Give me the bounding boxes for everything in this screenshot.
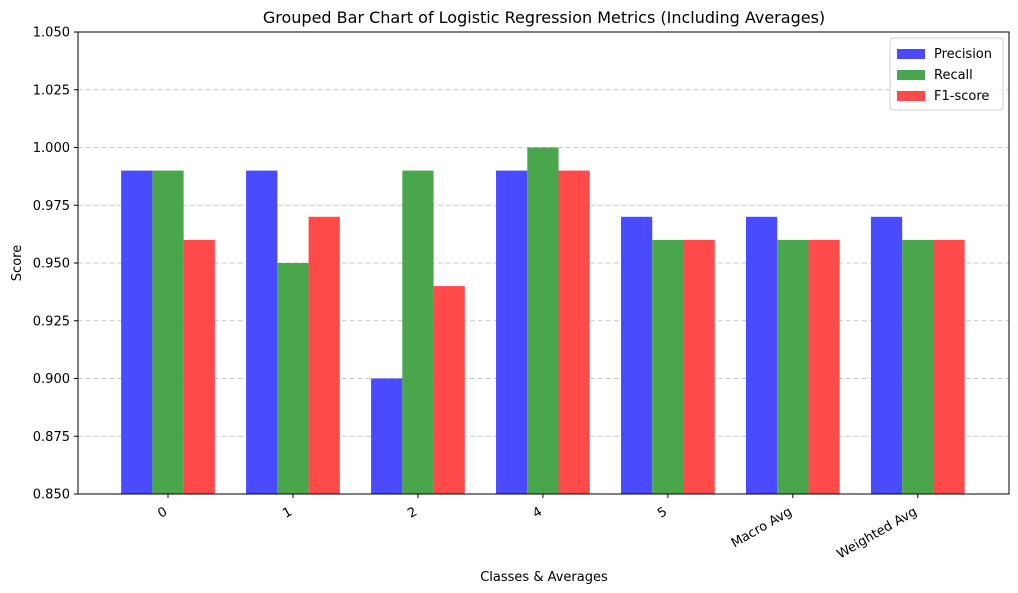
- x-tick-label: Macro Avg: [729, 504, 795, 551]
- y-tick-label: 1.025: [33, 83, 70, 98]
- chart-title: Grouped Bar Chart of Logistic Regression…: [263, 8, 825, 27]
- bar-precision-0: [121, 170, 153, 494]
- bar-precision-3: [496, 170, 528, 494]
- y-tick-label: 0.850: [33, 488, 70, 503]
- bars: [121, 147, 965, 495]
- x-tick-label: Weighted Avg: [835, 504, 920, 562]
- y-tick-label: 0.900: [33, 372, 70, 387]
- x-tick-label: 5: [655, 504, 670, 521]
- y-tick-label: 0.875: [33, 430, 70, 445]
- bar-f1-score-4: [683, 239, 715, 494]
- bar-recall-4: [652, 239, 684, 494]
- y-axis-label: Score: [10, 245, 25, 281]
- bar-f1-score-3: [558, 170, 590, 494]
- y-axis: 0.850 0.875 0.900 0.925 0.950 0.975 1.000 1.025…: [33, 26, 78, 503]
- legend-swatch: [897, 91, 925, 101]
- bar-precision-5: [745, 216, 778, 495]
- x-tick-label: 4: [530, 504, 545, 521]
- bar-recall-2: [402, 170, 434, 494]
- bar-precision-2: [371, 378, 403, 494]
- legend-swatch: [897, 49, 925, 59]
- bar-f1-score-0: [183, 239, 215, 494]
- legend-label: Precision: [934, 47, 992, 62]
- bar-recall-3: [527, 147, 559, 494]
- legend-swatch: [897, 70, 925, 80]
- y-tick-label: 0.950: [33, 257, 70, 272]
- legend-label: F1-score: [934, 89, 989, 104]
- bar-precision-4: [621, 216, 653, 495]
- y-tick-label: 0.975: [33, 199, 70, 214]
- x-tick-label: 1: [280, 504, 295, 521]
- y-tick-label: 1.000: [33, 141, 70, 156]
- bar-f1-score-1: [308, 216, 340, 495]
- bar-recall-0: [152, 170, 184, 494]
- bar-f1-score-6: [933, 239, 965, 494]
- bar-recall-6: [902, 239, 934, 494]
- bar-f1-score-5: [808, 239, 840, 494]
- x-tick-label: 0: [155, 504, 170, 521]
- legend: Precision Recall F1-score: [889, 37, 1004, 111]
- bar-recall-5: [777, 239, 809, 494]
- y-tick-label: 1.050: [33, 26, 70, 41]
- bar-precision-1: [246, 170, 278, 494]
- bar-precision-6: [870, 216, 903, 495]
- x-axis-label: Classes & Averages: [480, 570, 608, 585]
- legend-label: Recall: [934, 68, 973, 83]
- bar-recall-1: [277, 263, 309, 494]
- x-axis: 0 1 2 4 5 Macro Avg Weighted Avg: [155, 494, 920, 562]
- y-tick-label: 0.925: [33, 314, 70, 329]
- x-tick-label: 2: [405, 504, 420, 521]
- bar-f1-score-2: [433, 286, 465, 494]
